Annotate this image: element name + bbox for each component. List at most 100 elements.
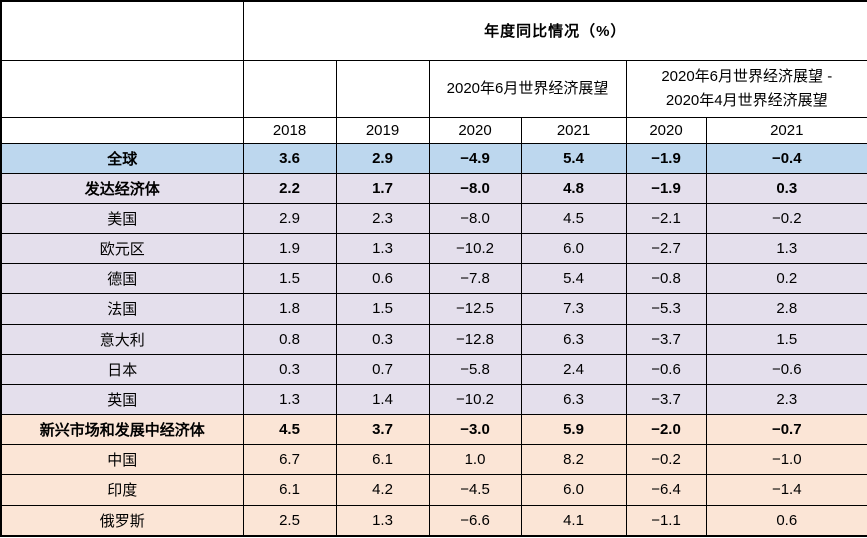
value-cell: 8.2	[520, 444, 627, 476]
empty-cell	[0, 59, 244, 118]
value-cell: 3.7	[335, 414, 430, 446]
value-cell: −2.0	[625, 414, 707, 446]
table-row: 英国 1.3 1.4 −10.2 6.3 −3.7 2.3	[0, 383, 867, 416]
value-cell: 6.0	[520, 233, 627, 265]
table-body: 全球 3.6 2.9 −4.9 5.4 −1.9 −0.4 发达经济体 2.2 1.7 −8.0 4.…	[0, 142, 867, 537]
value-cell: −0.7	[705, 414, 867, 446]
value-cell: 6.1	[242, 474, 337, 506]
value-cell: −3.7	[625, 323, 707, 355]
year-header-2021-june: 2021	[520, 116, 627, 144]
value-cell: 0.6	[705, 504, 867, 537]
value-cell: 2.8	[705, 293, 867, 325]
table-row: 俄罗斯 2.5 1.3 −6.6 4.1 −1.1 0.6	[0, 504, 867, 537]
value-cell: −0.2	[625, 444, 707, 476]
row-label: 法国	[0, 293, 244, 325]
value-cell: 4.2	[335, 474, 430, 506]
row-label: 意大利	[0, 323, 244, 355]
value-cell: 1.5	[242, 263, 337, 295]
value-cell: −1.9	[625, 172, 707, 204]
table-row: 德国 1.5 0.6 −7.8 5.4 −0.8 0.2	[0, 263, 867, 295]
value-cell: −1.9	[625, 142, 707, 174]
value-cell: −0.2	[705, 202, 867, 235]
value-cell: 4.8	[520, 172, 627, 204]
empty-cell	[0, 116, 244, 144]
value-cell: 6.0	[520, 474, 627, 506]
value-cell: −8.0	[428, 202, 522, 235]
row-label: 发达经济体	[0, 172, 244, 204]
value-cell: −7.8	[428, 263, 522, 295]
value-cell: −5.3	[625, 293, 707, 325]
value-cell: −3.7	[625, 383, 707, 416]
row-label: 欧元区	[0, 233, 244, 265]
value-cell: 0.2	[705, 263, 867, 295]
value-cell: −0.8	[625, 263, 707, 295]
value-cell: 7.3	[520, 293, 627, 325]
value-cell: 2.5	[242, 504, 337, 537]
table-row: 全球 3.6 2.9 −4.9 5.4 −1.9 −0.4	[0, 142, 867, 174]
value-cell: −3.0	[428, 414, 522, 446]
value-cell: −2.1	[625, 202, 707, 235]
group-header-row: 2020年6月世界经济展望 2020年6月世界经济展望 - 2020年4月世界经…	[0, 59, 867, 118]
value-cell: 2.3	[335, 202, 430, 235]
value-cell: 3.6	[242, 142, 337, 174]
value-cell: 1.5	[335, 293, 430, 325]
value-cell: 1.5	[705, 323, 867, 355]
year-header-2020-diff: 2020	[625, 116, 707, 144]
row-label: 英国	[0, 383, 244, 416]
value-cell: 1.0	[428, 444, 522, 476]
group-header-june-weo: 2020年6月世界经济展望	[428, 59, 627, 118]
value-cell: 5.9	[520, 414, 627, 446]
value-cell: 6.7	[242, 444, 337, 476]
value-cell: 0.6	[335, 263, 430, 295]
value-cell: 1.3	[705, 233, 867, 265]
row-label: 俄罗斯	[0, 504, 244, 537]
value-cell: 6.3	[520, 383, 627, 416]
value-cell: 0.3	[242, 353, 337, 385]
value-cell: 1.3	[335, 504, 430, 537]
value-cell: 4.5	[242, 414, 337, 446]
value-cell: −4.9	[428, 142, 522, 174]
row-label: 新兴市场和发展中经济体	[0, 414, 244, 446]
year-header-2021-diff: 2021	[705, 116, 867, 144]
empty-cell	[335, 59, 430, 118]
value-cell: 1.8	[242, 293, 337, 325]
value-cell: −6.6	[428, 504, 522, 537]
table-header: 年度同比情况（%） 2020年6月世界经济展望 2020年6月世界经济展望 - …	[0, 0, 867, 144]
table-row: 意大利 0.8 0.3 −12.8 6.3 −3.7 1.5	[0, 323, 867, 355]
value-cell: −1.0	[705, 444, 867, 476]
table-title: 年度同比情况（%）	[242, 0, 867, 61]
value-cell: −4.5	[428, 474, 522, 506]
table-row: 法国 1.8 1.5 −12.5 7.3 −5.3 2.8	[0, 293, 867, 325]
value-cell: −12.8	[428, 323, 522, 355]
empty-cell	[242, 59, 337, 118]
value-cell: 5.4	[520, 263, 627, 295]
value-cell: 2.2	[242, 172, 337, 204]
table-row: 美国 2.9 2.3 −8.0 4.5 −2.1 −0.2	[0, 202, 867, 235]
year-header-2018: 2018	[242, 116, 337, 144]
table-row: 日本 0.3 0.7 −5.8 2.4 −0.6 −0.6	[0, 353, 867, 385]
value-cell: −8.0	[428, 172, 522, 204]
row-label: 全球	[0, 142, 244, 174]
value-cell: 1.3	[242, 383, 337, 416]
table-row: 印度 6.1 4.2 −4.5 6.0 −6.4 −1.4	[0, 474, 867, 506]
value-cell: 1.3	[335, 233, 430, 265]
value-cell: 0.7	[335, 353, 430, 385]
table-row: 发达经济体 2.2 1.7 −8.0 4.8 −1.9 0.3	[0, 172, 867, 204]
row-label: 中国	[0, 444, 244, 476]
value-cell: 4.5	[520, 202, 627, 235]
table-row: 欧元区 1.9 1.3 −10.2 6.0 −2.7 1.3	[0, 233, 867, 265]
row-label: 美国	[0, 202, 244, 235]
value-cell: −1.1	[625, 504, 707, 537]
row-label: 印度	[0, 474, 244, 506]
table-row: 新兴市场和发展中经济体 4.5 3.7 −3.0 5.9 −2.0 −0.7	[0, 414, 867, 446]
value-cell: −10.2	[428, 233, 522, 265]
value-cell: 4.1	[520, 504, 627, 537]
value-cell: −10.2	[428, 383, 522, 416]
value-cell: 1.7	[335, 172, 430, 204]
value-cell: −12.5	[428, 293, 522, 325]
corner-empty-cell	[0, 0, 244, 61]
value-cell: −5.8	[428, 353, 522, 385]
value-cell: 1.9	[242, 233, 337, 265]
